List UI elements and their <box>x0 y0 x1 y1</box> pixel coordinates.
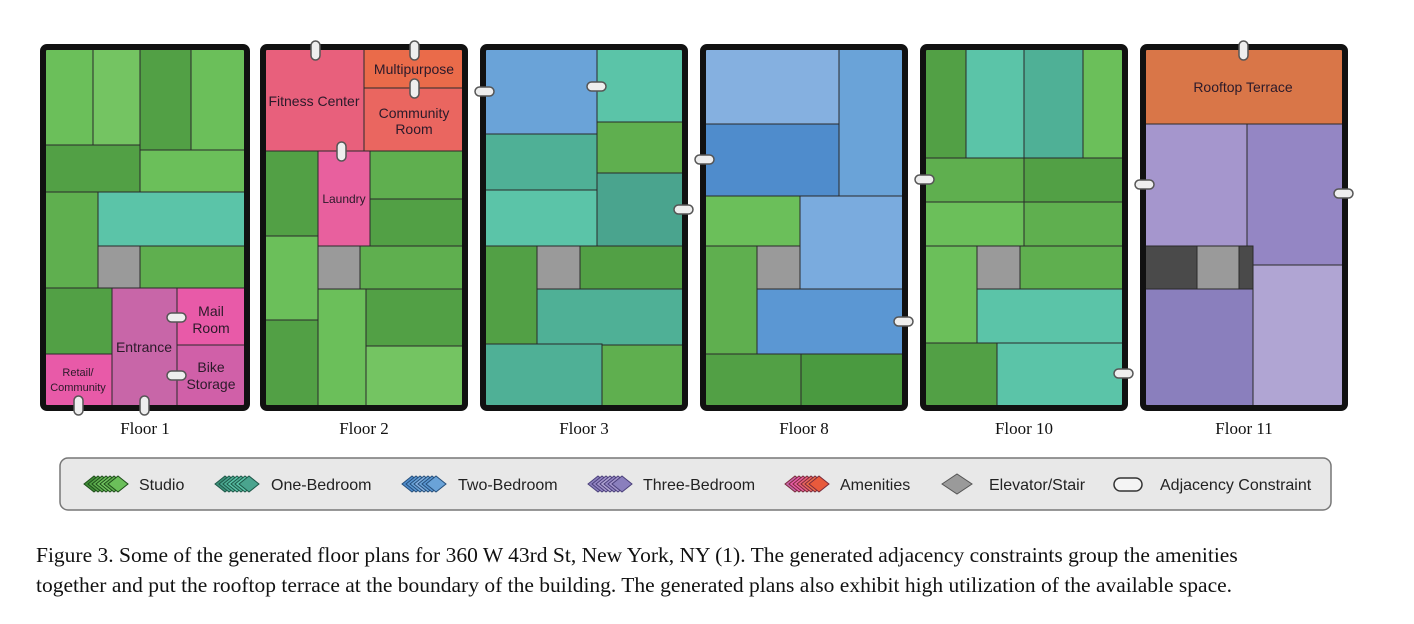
multipurpose-label: Multipurpose <box>374 61 454 77</box>
floor-8-label: Floor 8 <box>779 419 829 438</box>
floor-2-outline <box>260 44 468 411</box>
mail-room-label-1: Mail <box>198 303 224 319</box>
mail-room-label-2: Room <box>192 320 229 336</box>
floor-8-adjacency-constraints <box>694 154 914 327</box>
community-room-label-1: Community <box>379 105 450 121</box>
caption-line-2: together and put the rooftop terrace at … <box>36 573 1233 597</box>
floor-3-plan <box>483 47 685 408</box>
floor-3-outline <box>480 44 688 411</box>
floor-8-outline <box>700 44 908 411</box>
legend-one-bedroom-icon <box>214 475 260 493</box>
legend-three-bedroom-label: Three-Bedroom <box>643 477 755 494</box>
figure-caption: Figure 3. Some of the generated floor pl… <box>36 540 1381 600</box>
floor-1-plan <box>43 47 247 408</box>
bike-storage-label-2: Storage <box>186 376 235 392</box>
legend-box <box>59 457 1332 511</box>
floor-11-label: Floor 11 <box>1215 419 1272 438</box>
legend-elevator-icon <box>941 473 973 495</box>
retail-label-2: Community <box>50 382 106 394</box>
legend-studio-label: Studio <box>139 477 184 494</box>
floor-1-labels: Entrance Mail Room Bike Storage Retail/ … <box>50 303 236 394</box>
floor-1-adjacency-constraints <box>73 312 187 416</box>
legend-one-bedroom-label: One-Bedroom <box>271 477 372 494</box>
floor-11-plan <box>1143 47 1345 408</box>
floor-8-plan <box>703 47 905 408</box>
floor-2-label: Floor 2 <box>339 419 389 438</box>
retail-label-1: Retail/ <box>62 367 94 379</box>
floor-11-adjacency-constraints <box>1134 40 1354 199</box>
rooftop-terrace-label: Rooftop Terrace <box>1193 79 1293 95</box>
legend-three-bedroom-icon <box>587 475 633 493</box>
floor-2-plan <box>263 47 465 408</box>
floor-10-outline <box>920 44 1128 411</box>
floor-3-adjacency-constraints <box>474 81 694 215</box>
floor-2-labels: Fitness Center Multipurpose Community Ro… <box>268 61 454 206</box>
community-room-label-2: Room <box>395 121 432 137</box>
legend-two-bedroom-icon <box>401 475 447 493</box>
floor-plan-figure: Entrance Mail Room Bike Storage Retail/ … <box>40 40 1354 511</box>
legend-two-bedroom-label: Two-Bedroom <box>458 477 558 494</box>
caption-line-1: Figure 3. Some of the generated floor pl… <box>36 543 1238 567</box>
bike-storage-label-1: Bike <box>197 359 224 375</box>
floor-10-label: Floor 10 <box>995 419 1053 438</box>
floor-10-adjacency-constraints <box>914 174 1134 379</box>
fitness-center-label: Fitness Center <box>268 93 359 109</box>
floor-2-adjacency-constraints <box>310 40 420 162</box>
legend-studio-icon <box>83 475 129 493</box>
floor-10-plan <box>923 47 1125 408</box>
legend-elevator-label: Elevator/Stair <box>989 477 1086 494</box>
laundry-label: Laundry <box>322 192 365 206</box>
legend-amenities-icon <box>784 475 830 493</box>
floor-1-label: Floor 1 <box>120 419 170 438</box>
legend-adjacency-label: Adjacency Constraint <box>1160 477 1312 494</box>
legend-amenities-label: Amenities <box>840 477 910 494</box>
floor-3-label: Floor 3 <box>559 419 609 438</box>
legend-adjacency-icon <box>1113 477 1143 492</box>
entrance-label: Entrance <box>116 339 172 355</box>
